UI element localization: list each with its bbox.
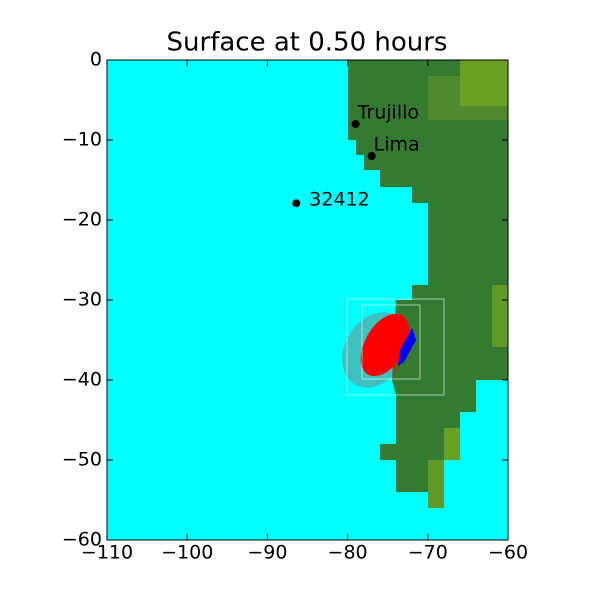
x-tick-label: −110 [81, 542, 133, 564]
point [367, 152, 376, 160]
y-tick-label: −60 [62, 529, 102, 551]
y-tick-label: −10 [62, 129, 102, 151]
y-tick-label: −40 [62, 369, 102, 391]
x-tick-label: −70 [408, 542, 448, 564]
y-tick-label: −30 [62, 289, 102, 311]
grid-region [361, 304, 421, 380]
y-tick-label: −20 [62, 209, 102, 231]
y-tick-label: 0 [90, 49, 102, 71]
point-label: Lima [374, 134, 420, 156]
x-tick-label: −100 [161, 542, 213, 564]
point [351, 120, 360, 128]
x-tick-label: −80 [328, 542, 368, 564]
land-highland [460, 60, 508, 106]
point [292, 199, 301, 208]
x-tick-label: −60 [488, 542, 528, 564]
grid-region [346, 298, 445, 396]
land-highland [444, 428, 460, 460]
point-label: Trujillo [357, 102, 419, 124]
chart-title: Surface at 0.50 hours [167, 28, 448, 58]
wave-crest [360, 313, 410, 377]
land-highland [428, 460, 444, 508]
land [348, 60, 508, 508]
land-highland [492, 285, 508, 347]
point-label: 32412 [309, 189, 369, 211]
wave-trough [398, 328, 416, 366]
y-tick-label: −50 [62, 449, 102, 471]
x-tick-label: −90 [247, 542, 287, 564]
